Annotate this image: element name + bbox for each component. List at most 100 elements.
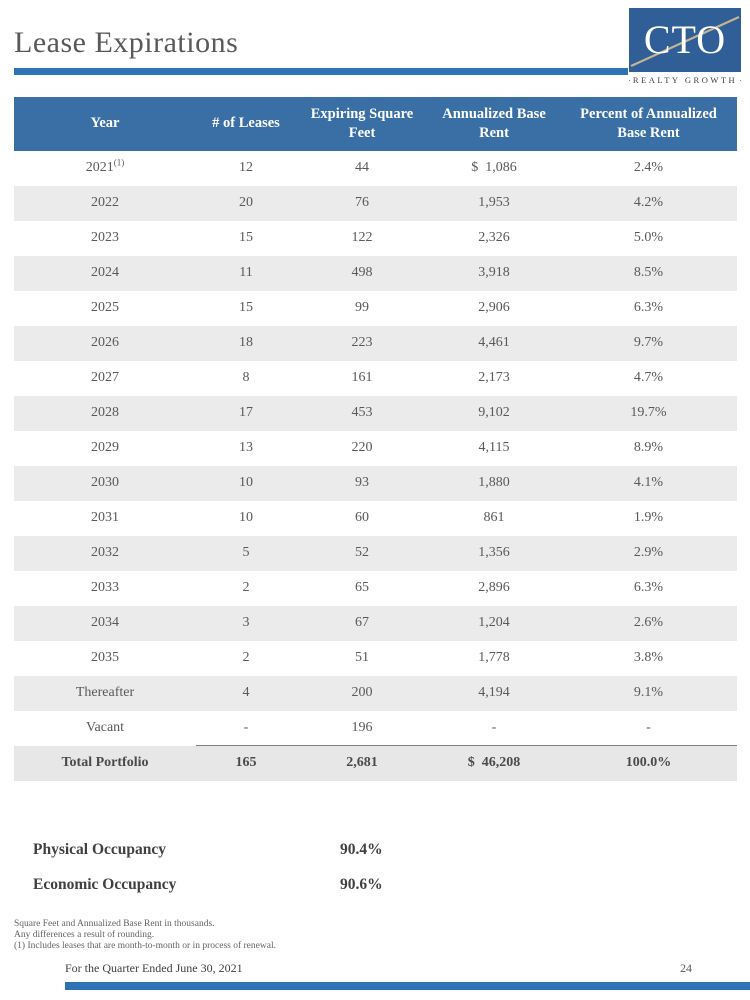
expiring-sqft-cell: 65 <box>296 570 428 606</box>
year-cell: Vacant <box>14 710 196 746</box>
num-leases-cell: 11 <box>196 255 296 291</box>
footnote-line: Any differences a result of rounding. <box>14 930 155 941</box>
num-leases-cell: 10 <box>196 500 296 536</box>
table-row: 2030 10 93 1,880 4.1% <box>14 465 737 501</box>
table-row: 2023 15 122 2,326 5.0% <box>14 220 737 256</box>
annualized-base-rent-cell: 4,461 <box>428 325 560 361</box>
logo-box: CTO <box>629 8 741 72</box>
expiring-sqft-cell: 453 <box>296 395 428 431</box>
annualized-base-rent-cell: 3,918 <box>428 255 560 291</box>
table-row: Vacant -196- - <box>14 710 737 746</box>
annualized-base-rent-cell: $ 1,086 <box>428 150 560 186</box>
expiring-sqft-cell: 76 <box>296 185 428 221</box>
annualized-base-rent-cell: 861 <box>428 500 560 536</box>
table-row: 2031 10 60 861 1.9% <box>14 500 737 536</box>
num-leases-cell: - <box>196 710 296 746</box>
expiring-sqft-cell: 52 <box>296 535 428 571</box>
year-cell: 2023 <box>14 220 196 256</box>
percent-annualized-cell: 6.3% <box>560 290 737 326</box>
percent-annualized-cell: 9.7% <box>560 325 737 361</box>
expiring-sqft-cell: 93 <box>296 465 428 501</box>
percent-annualized-cell: 8.9% <box>560 430 737 466</box>
year-cell: Thereafter <box>14 675 196 711</box>
title-underline-bar <box>14 68 628 75</box>
annualized-base-rent-cell: 2,896 <box>428 570 560 606</box>
year-cell: 2035 <box>14 640 196 676</box>
table-row: 2024 11 498 3,918 8.5% <box>14 255 737 291</box>
logo-diagonal-line-icon <box>630 15 740 68</box>
expiring-sqft-cell: 44 <box>296 150 428 186</box>
expiring-sqft-cell: 161 <box>296 360 428 396</box>
cto-realty-growth-logo: CTO REALTY GROWTH <box>629 8 741 85</box>
year-cell: 2026 <box>14 325 196 361</box>
lease-expirations-table: Year # of Leases Expiring Square Feet An… <box>14 97 737 781</box>
year-cell: 2021(1) <box>14 150 196 186</box>
table-row: Thereafter 4 200 4,194 9.1% <box>14 675 737 711</box>
table-header-row: Year # of Leases Expiring Square Feet An… <box>14 97 737 151</box>
expiring-sqft-cell: 196 <box>296 710 428 746</box>
num-leases-cell: 17 <box>196 395 296 431</box>
percent-annualized-cell: 2.9% <box>560 535 737 571</box>
percent-annualized-cell: 4.7% <box>560 360 737 396</box>
expiring-sqft-cell: 122 <box>296 220 428 256</box>
expiring-sqft-cell: 2,681 <box>296 745 428 781</box>
table-row: 2033 2 65 2,896 6.3% <box>14 570 737 606</box>
annualized-base-rent-cell: 2,173 <box>428 360 560 396</box>
economic-occupancy-value: 90.6% <box>340 876 383 894</box>
footer-accent-bar <box>65 982 750 990</box>
occupancy-section: Physical Occupancy 90.4% Economic Occupa… <box>33 833 750 903</box>
table-row: 2025 15 99 2,906 6.3% <box>14 290 737 326</box>
table-row: 2022 20 76 1,953 4.2% <box>14 185 737 221</box>
expiring-sqft-cell: 223 <box>296 325 428 361</box>
num-leases-cell: 8 <box>196 360 296 396</box>
percent-annualized-cell: 4.1% <box>560 465 737 501</box>
num-leases-cell: 15 <box>196 220 296 256</box>
expiring-sqft-cell: 498 <box>296 255 428 291</box>
annualized-base-rent-cell: - <box>428 710 560 746</box>
year-cell: 2024 <box>14 255 196 291</box>
col-header-expiring-sqft: Expiring Square Feet <box>296 97 428 151</box>
num-leases-cell: 18 <box>196 325 296 361</box>
percent-annualized-cell: 8.5% <box>560 255 737 291</box>
annualized-base-rent-cell: 4,194 <box>428 675 560 711</box>
col-header-percent-annualized: Percent of Annualized Base Rent <box>560 97 737 151</box>
logo-subtitle: REALTY GROWTH <box>629 75 741 85</box>
year-cell: 2029 <box>14 430 196 466</box>
year-cell: 2034 <box>14 605 196 641</box>
percent-annualized-cell: 1.9% <box>560 500 737 536</box>
num-leases-cell: 5 <box>196 535 296 571</box>
logo-acronym: CTO <box>643 17 727 62</box>
expiring-sqft-cell: 220 <box>296 430 428 466</box>
year-cell: 2032 <box>14 535 196 571</box>
economic-occupancy-row: Economic Occupancy 90.6% <box>33 868 750 903</box>
table-row: 2032 5 52 1,356 2.9% <box>14 535 737 571</box>
footer-quarter-text: For the Quarter Ended June 30, 2021 <box>65 961 243 975</box>
footnotes: Square Feet and Annualized Base Rent in … <box>14 919 750 953</box>
year-cell: 2028 <box>14 395 196 431</box>
expiring-sqft-cell: 200 <box>296 675 428 711</box>
num-leases-cell: 4 <box>196 675 296 711</box>
percent-annualized-cell: 2.6% <box>560 605 737 641</box>
table-row: 2021(1) 12 44 $ 1,086 2.4% <box>14 150 737 186</box>
table-row: 2026 18 223 4,461 9.7% <box>14 325 737 361</box>
year-cell: 2033 <box>14 570 196 606</box>
annualized-base-rent-cell: $ 46,208 <box>428 745 560 781</box>
col-header-num-leases: # of Leases <box>196 97 296 151</box>
percent-annualized-cell: 9.1% <box>560 675 737 711</box>
year-cell: 2027 <box>14 360 196 396</box>
num-leases-cell: 20 <box>196 185 296 221</box>
col-header-year: Year <box>14 97 196 151</box>
physical-occupancy-value: 90.4% <box>340 841 383 859</box>
footnote-line: (1) Includes leases that are month-to-mo… <box>14 941 276 952</box>
annualized-base-rent-cell: 1,778 <box>428 640 560 676</box>
expiring-sqft-cell: 67 <box>296 605 428 641</box>
num-leases-cell: 13 <box>196 430 296 466</box>
num-leases-cell: 12 <box>196 150 296 186</box>
table-row: 2028 17 453 9,102 19.7% <box>14 395 737 431</box>
annualized-base-rent-cell: 1,204 <box>428 605 560 641</box>
table-row: 2027 8 161 2,173 4.7% <box>14 360 737 396</box>
percent-annualized-cell: 5.0% <box>560 220 737 256</box>
percent-annualized-cell: 4.2% <box>560 185 737 221</box>
year-cell: 2022 <box>14 185 196 221</box>
